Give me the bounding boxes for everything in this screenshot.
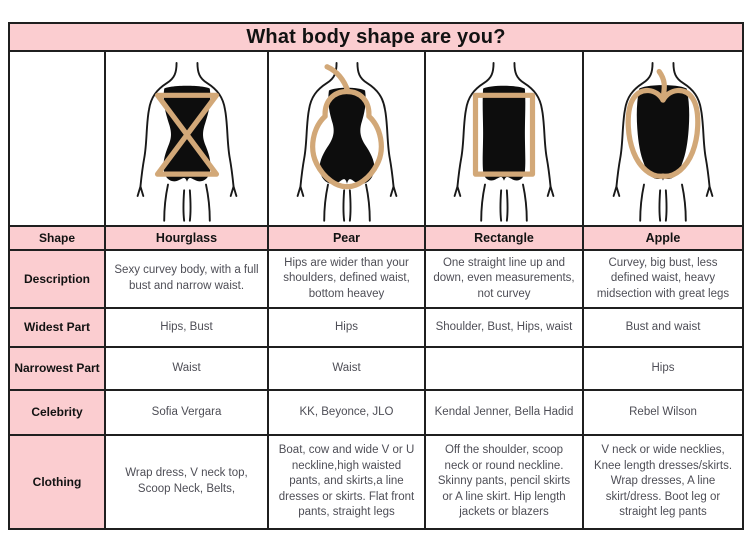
figure-row-spacer-cell bbox=[10, 52, 104, 225]
pear-overlay-icon bbox=[309, 88, 384, 189]
body-shape-table: What body shape are you? bbox=[8, 22, 744, 530]
rectangle-figure bbox=[453, 61, 555, 222]
row-label-clothing: Clothing bbox=[10, 436, 104, 528]
celebrity-hourglass: Sofia Vergara bbox=[106, 391, 267, 434]
shape-name-hourglass: Hourglass bbox=[106, 227, 267, 249]
rectangle-overlay-icon bbox=[472, 92, 536, 177]
hourglass-overlay-icon bbox=[154, 92, 219, 177]
apple-stem-icon bbox=[656, 68, 667, 103]
rectangle-figure-cell bbox=[426, 52, 582, 225]
row-label-narrowest-part: Narrowest Part bbox=[10, 348, 104, 389]
widest-part-apple: Bust and waist bbox=[584, 309, 742, 346]
widest-part-rectangle: Shoulder, Bust, Hips, waist bbox=[426, 309, 582, 346]
pear-figure-cell bbox=[269, 52, 424, 225]
description-hourglass: Sexy curvey body, with a full bust and n… bbox=[106, 251, 267, 307]
pear-stem-icon bbox=[323, 63, 351, 94]
page-title: What body shape are you? bbox=[10, 24, 742, 50]
hourglass-figure bbox=[136, 61, 237, 222]
row-label-description: Description bbox=[10, 251, 104, 307]
shape-name-apple: Apple bbox=[584, 227, 742, 249]
row-label-shape: Shape bbox=[10, 227, 104, 249]
row-label-celebrity: Celebrity bbox=[10, 391, 104, 434]
pear-figure bbox=[296, 61, 397, 222]
shape-name-rectangle: Rectangle bbox=[426, 227, 582, 249]
celebrity-rectangle: Kendal Jenner, Bella Hadid bbox=[426, 391, 582, 434]
widest-part-pear: Hips bbox=[269, 309, 424, 346]
apple-overlay-icon bbox=[625, 87, 701, 179]
clothing-rectangle: Off the shoulder, scoop neck or round ne… bbox=[426, 436, 582, 528]
row-label-widest-part: Widest Part bbox=[10, 309, 104, 346]
clothing-pear: Boat, cow and wide V or U neckline,high … bbox=[269, 436, 424, 528]
celebrity-pear: KK, Beyonce, JLO bbox=[269, 391, 424, 434]
description-apple: Curvey, big bust, less defined waist, he… bbox=[584, 251, 742, 307]
clothing-hourglass: Wrap dress, V neck top, Scoop Neck, Belt… bbox=[106, 436, 267, 528]
apple-figure bbox=[612, 61, 714, 222]
narrowest-part-rectangle bbox=[426, 348, 582, 389]
narrowest-part-pear: Waist bbox=[269, 348, 424, 389]
hourglass-figure-cell bbox=[106, 52, 267, 225]
narrowest-part-apple: Hips bbox=[584, 348, 742, 389]
widest-part-hourglass: Hips, Bust bbox=[106, 309, 267, 346]
narrowest-part-hourglass: Waist bbox=[106, 348, 267, 389]
description-pear: Hips are wider than your shoulders, defi… bbox=[269, 251, 424, 307]
description-rectangle: One straight line up and down, even meas… bbox=[426, 251, 582, 307]
celebrity-apple: Rebel Wilson bbox=[584, 391, 742, 434]
shape-name-pear: Pear bbox=[269, 227, 424, 249]
clothing-apple: V neck or wide necklies, Knee length dre… bbox=[584, 436, 742, 528]
apple-figure-cell bbox=[584, 52, 742, 225]
